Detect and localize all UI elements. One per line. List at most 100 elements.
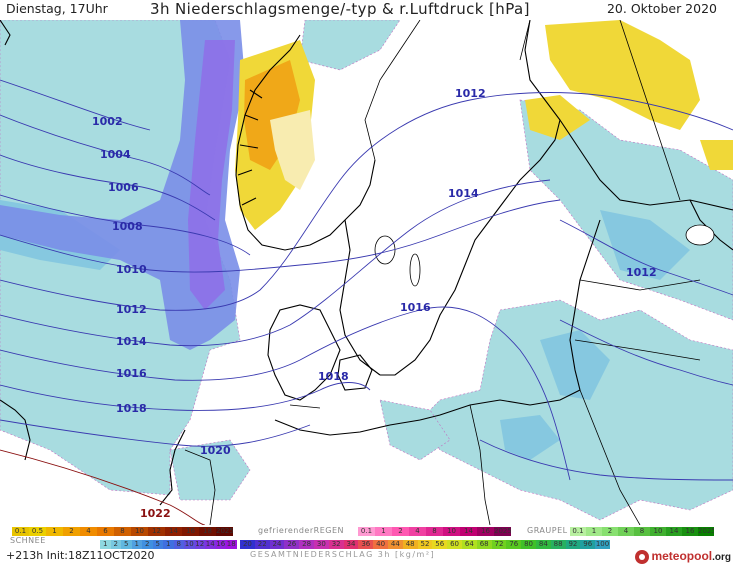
snow-swatch-4: 2 xyxy=(142,540,153,549)
brand-name: meteopool xyxy=(651,549,713,564)
isobar-label-1018: 1018 xyxy=(116,402,147,415)
coast-baltic-south xyxy=(419,389,581,421)
total-swatch-10: 44 xyxy=(387,540,403,549)
isobar-label-1012-east: 1012 xyxy=(626,266,657,279)
border-finland-russia xyxy=(619,20,681,201)
isobar-1018 xyxy=(0,382,371,411)
isobar-label-1006: 1006 xyxy=(108,181,139,194)
freezing-swatch-4: 8 xyxy=(426,527,443,536)
total-swatch-6: 32 xyxy=(328,540,344,549)
total-swatch-13: 56 xyxy=(432,540,448,549)
isobar-label-1014: 1014 xyxy=(116,335,147,348)
rain-swatch-9: 14 xyxy=(165,527,182,536)
snow-swatch-7: 8 xyxy=(173,540,184,549)
snow-swatch-8: 10 xyxy=(184,540,195,549)
meteopool-logo-icon xyxy=(635,550,650,564)
coast-gulf-bothnia xyxy=(519,20,561,181)
snow-swatch-9: 12 xyxy=(194,540,205,549)
isobar-1010 xyxy=(0,199,561,273)
total-swatch-16: 68 xyxy=(476,540,492,549)
brand-suffix: .org xyxy=(712,552,731,564)
lake-vattern xyxy=(409,253,421,287)
precip-mid-baltic xyxy=(500,415,560,460)
precip-mid-se xyxy=(540,330,610,400)
graupel-swatch-8: 2025+ xyxy=(698,527,714,536)
precip-area-north xyxy=(299,20,401,71)
snow-band-core xyxy=(188,40,235,310)
graupel-swatch-1: 1 xyxy=(586,527,602,536)
isobar-label-1004: 1004 xyxy=(100,148,131,161)
isobar-label-1012-north: 1012 xyxy=(455,87,486,100)
rain-swatch-6: 8 xyxy=(114,527,131,536)
isobar-label-1008: 1008 xyxy=(112,220,143,233)
total-swatch-8: 36 xyxy=(358,540,374,549)
isobar-1006 xyxy=(0,154,216,221)
coast-norway xyxy=(235,34,376,251)
rain-finland-north xyxy=(545,20,700,130)
total-swatch-12: 52 xyxy=(417,540,433,549)
lakes xyxy=(374,224,715,287)
coast-denmark xyxy=(267,304,341,401)
snow-swatch-1: 2 xyxy=(110,540,121,549)
coast-netherlands xyxy=(159,429,186,506)
rain-swatch-3: 2 xyxy=(63,527,80,536)
rain-norway xyxy=(235,40,315,230)
isobar-1016 xyxy=(0,306,571,481)
freezing-swatch-2: 2 xyxy=(392,527,409,536)
rain-finland-east xyxy=(700,140,733,170)
coast-norway-fjords xyxy=(237,89,263,206)
isobar-warm xyxy=(0,449,206,525)
border-germany-poland xyxy=(469,404,491,525)
isobar-label-1014-center: 1014 xyxy=(448,187,479,200)
precipitation-map: 1002 1004 1006 1008 1010 1012 1014 1016 … xyxy=(0,20,733,525)
lake-ladoga xyxy=(685,224,715,246)
border-sweden-finland xyxy=(519,20,531,61)
total-swatch-2: 24 xyxy=(269,540,285,549)
rain-norway-light xyxy=(270,110,315,190)
isobar-1012-east xyxy=(559,219,733,296)
coast-sweden-east xyxy=(380,179,521,376)
rain-swatch-2: 1 xyxy=(46,527,63,536)
isobar-east-1016 xyxy=(479,439,733,481)
freezing-swatch-3: 4 xyxy=(409,527,426,536)
legend-snow-scale: 1 2 5 1 2 5 1 8 10 12 14 16 18 xyxy=(100,540,237,549)
coastlines xyxy=(0,20,733,506)
brand-logo[interactable]: meteopool.org xyxy=(635,549,731,564)
snow-swatch-6: 1 xyxy=(163,540,174,549)
isobar-east-1014 xyxy=(559,319,733,386)
total-swatch-14: 60 xyxy=(447,540,462,549)
precip-mid-east xyxy=(600,210,690,280)
legend-total-scale: 20 22 24 26 28 30 32 34 36 40 44 48 52 56 60 64 68 72 76 80… xyxy=(240,540,610,549)
rain-swatch-12: 2025+ xyxy=(216,527,233,536)
rain-swatch-0: 0.1 xyxy=(12,527,29,536)
isobar-label-1016: 1016 xyxy=(116,367,147,380)
border-poland-east xyxy=(579,389,641,525)
rain-swatch-7: 10 xyxy=(131,527,148,536)
isobar-1004 xyxy=(0,114,211,196)
isobar-1002 xyxy=(0,79,151,131)
total-swatch-17: 72 xyxy=(491,540,507,549)
border-norway-sweden xyxy=(364,20,421,161)
isobar-1020 xyxy=(0,419,311,447)
total-swatch-3: 26 xyxy=(284,540,300,549)
graupel-swatch-7: 16 xyxy=(682,527,698,536)
snow-band xyxy=(0,20,245,350)
snow-swatch-2: 5 xyxy=(121,540,132,549)
rain-swatch-1: 0.5 xyxy=(29,527,46,536)
precip-area-baltic xyxy=(379,399,451,461)
total-swatch-23: 96 xyxy=(580,540,596,549)
forecast-date: 20. Oktober 2020 xyxy=(606,1,717,16)
rain-swatch-8: 12 xyxy=(148,527,165,536)
rain-swatch-10: 16 xyxy=(182,527,199,536)
precip-area-east xyxy=(519,99,733,321)
isobar-label-1016-center: 1016 xyxy=(400,301,431,314)
rain-swatch-11: 18 xyxy=(199,527,216,536)
rain-swatch-4: 4 xyxy=(80,527,97,536)
coast-zealand xyxy=(337,354,373,391)
precip-area-sw xyxy=(169,439,251,501)
coast-germany xyxy=(274,419,421,436)
map-title: 3h Niederschlagsmenge/-typ & r.Luftdruck… xyxy=(150,0,530,18)
